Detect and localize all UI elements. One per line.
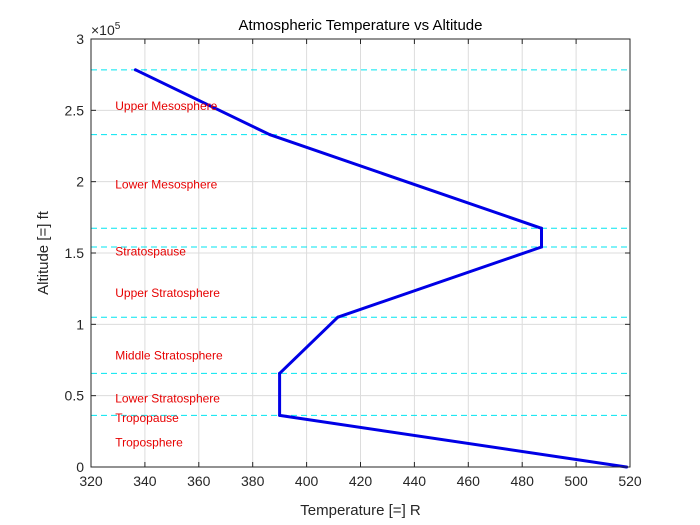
x-tick-label: 340 [133,473,157,489]
temperature-profile-point [336,315,340,319]
layer-annotation: Tropopause [115,411,179,425]
temperature-profile-point [278,371,282,375]
temperature-profile-point [133,68,137,72]
layer-annotation: Stratospause [115,245,186,259]
x-tick-label: 400 [295,473,319,489]
axis-ticks [90,38,631,468]
x-axis-tick-labels: 320 340 360 380 400 420 440 460 480 500 520 [79,473,642,489]
layer-annotation: Lower Mesosphere [115,178,217,192]
y-tick-label: 1.5 [65,245,85,261]
y-tick-label: 0 [76,459,84,475]
x-tick-label: 380 [241,473,265,489]
y-tick-label: 0.5 [65,388,85,404]
chart-title: Atmospheric Temperature vs Altitude [238,17,482,34]
layer-annotation: Lower Stratosphere [115,392,220,406]
y-axis-exponent-base: ×10 [91,22,115,38]
x-tick-label: 520 [618,473,642,489]
y-axis-exponent-power: 5 [115,21,121,32]
layer-annotation: Upper Mesosphere [115,99,217,113]
layer-annotation: Upper Stratosphere [115,286,220,300]
layer-annotations: Upper Mesosphere Lower Mesosphere Stratosp… [115,99,223,450]
x-tick-label: 420 [349,473,373,489]
series-layer [133,68,628,469]
x-tick-label: 500 [564,473,588,489]
temperature-profile-point [268,133,272,137]
y-tick-label: 2 [76,174,84,190]
x-tick-label: 480 [511,473,535,489]
y-axis-tick-labels: 0 0.5 1 1.5 2 2.5 3 [65,31,85,475]
x-tick-label: 460 [457,473,481,489]
y-tick-label: 2.5 [65,102,85,118]
x-tick-label: 360 [187,473,211,489]
temperature-profile-point [278,413,282,417]
x-tick-label: 440 [403,473,427,489]
y-axis-exponent-label: ×105 [91,21,121,38]
x-axis-label: Temperature [=] R [300,502,421,519]
layer-annotation: Troposphere [115,436,183,450]
layer-annotation: Middle Stratosphere [115,349,223,363]
temperature-profile-point [540,226,544,230]
temperature-profile-line [134,68,628,469]
temperature-profile-point [540,245,544,249]
y-tick-label: 1 [76,316,84,332]
y-tick-label: 3 [76,31,84,47]
y-axis-label: Altitude [=] ft [35,210,52,295]
x-tick-label: 320 [79,473,103,489]
